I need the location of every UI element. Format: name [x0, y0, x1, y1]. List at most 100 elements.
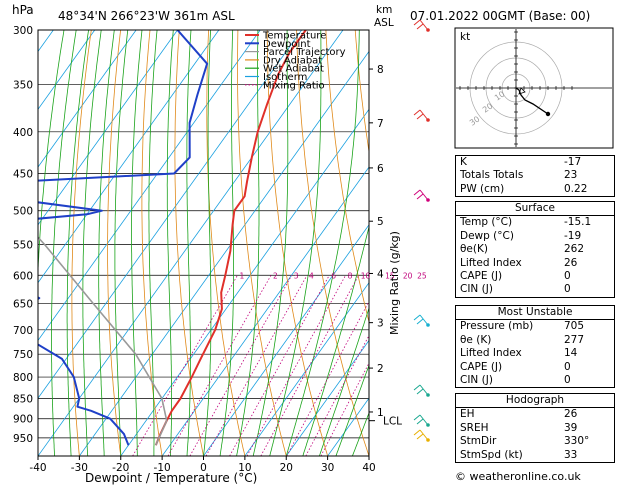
- wet-adiabat-line: [114, 30, 129, 456]
- mixing-ratio-line: [167, 275, 272, 456]
- surface-label: Lifted Index: [460, 256, 522, 269]
- isotherm-line: [38, 30, 178, 226]
- isotherm-line: [203, 224, 369, 456]
- hodograph-row: StmDir 330°: [456, 435, 614, 448]
- most-unstable-label: θe (K): [460, 333, 492, 346]
- wet-adiabat-line: [203, 30, 212, 456]
- plot-frame: [37, 29, 370, 457]
- most-unstable-row: CIN (J) 0: [456, 374, 614, 387]
- km-label: km: [376, 4, 392, 16]
- wet-adiabat-line: [236, 30, 260, 456]
- legend-label: Wet Adiabat: [263, 64, 324, 75]
- hodograph-row: StmSpd (kt) 33: [456, 449, 614, 462]
- wind-barb-flag: [413, 429, 421, 436]
- most-unstable-label: Pressure (mb): [460, 320, 534, 333]
- height-tick-label: 6: [377, 163, 384, 175]
- hodograph-panel: Hodograph EH 26 SREH 39 StmDir 330° StmSpd (kt…: [455, 393, 615, 464]
- pressure-tick-label: 750: [13, 349, 33, 361]
- isotherm-line: [38, 30, 137, 168]
- wind-barb-dot: [426, 198, 430, 202]
- dry-adiabat-line: [237, 30, 287, 456]
- wind-barb-flag: [413, 189, 421, 196]
- most-unstable-row: Lifted Index 14: [456, 347, 614, 360]
- hodograph-trace: [515, 87, 549, 115]
- wind-barb-flag: [416, 433, 424, 440]
- wind-barb-dot: [426, 393, 430, 397]
- dry-adiabat-line: [206, 30, 246, 456]
- hodograph-endpoint: [545, 111, 551, 117]
- wet-adiabat-line: [66, 30, 89, 456]
- pressure-tick-label: 500: [13, 206, 33, 218]
- mixing-ratio-line: [189, 275, 293, 456]
- surface-value: -15.1: [564, 216, 592, 229]
- pressure-tick-label: 900: [13, 414, 33, 426]
- mixing-ratio-label: 6: [331, 271, 336, 280]
- wind-barb-flag: [416, 418, 424, 425]
- isotherm-line: [285, 339, 369, 456]
- most-unstable-value: 14: [564, 347, 578, 360]
- mixing-ratio-label: 10: [361, 271, 371, 280]
- wet-adiabat-line: [82, 30, 102, 456]
- most-unstable-label: CIN (J): [460, 374, 493, 387]
- wet-adiabat-line: [166, 30, 174, 456]
- mixing-ratio-line: [286, 300, 369, 456]
- wind-barb: [419, 384, 429, 396]
- surface-label: Dewp (°C): [460, 229, 514, 242]
- pressure-tick-label: 700: [13, 325, 33, 337]
- x-axis-label: Dewpoint / Temperature (°C): [85, 471, 257, 485]
- isotherm-line: [38, 30, 220, 284]
- pressure-tick-label: 950: [13, 433, 33, 445]
- legend-label: Parcel Trajectory: [263, 47, 346, 58]
- surface-label: θe(K): [460, 243, 488, 256]
- hodograph-value: 39: [564, 421, 578, 434]
- pressure-tick-label: 800: [13, 372, 33, 384]
- dewpoint-line: [38, 30, 209, 446]
- mixing-ratio-line: [260, 275, 360, 456]
- surface-label: CAPE (J): [460, 270, 503, 283]
- surface-value: 0: [564, 283, 571, 296]
- wind-barb-flag: [413, 384, 421, 391]
- location-title: 48°34'N 266°23'W 361m ASL: [58, 9, 235, 23]
- index-label: K: [460, 156, 467, 168]
- index-row: K -17: [456, 156, 614, 169]
- wet-adiabat-line: [186, 30, 192, 456]
- mixing-ratio-label: 4: [309, 271, 314, 280]
- height-tick-label: 8: [377, 64, 384, 76]
- wet-adiabat-line: [302, 224, 369, 456]
- pressure-tick-label: 400: [13, 127, 33, 139]
- isotherm-line: [38, 30, 302, 399]
- index-value: 0.22: [564, 182, 588, 195]
- legend-label: Dewpoint: [263, 39, 311, 50]
- wind-barb-flag: [413, 109, 421, 116]
- wet-adiabat-line: [38, 30, 65, 456]
- mixing-ratio-label: 8: [348, 271, 353, 280]
- parcel-trajectory-line: [38, 236, 168, 446]
- mixing-ratio-line: [132, 275, 238, 456]
- surface-title: Surface: [514, 202, 555, 214]
- hodograph-label: EH: [460, 408, 475, 421]
- dry-adiabat-line: [354, 30, 369, 155]
- surface-row: Temp (°C) -15.1: [456, 216, 614, 229]
- most-unstable-value: 0: [564, 374, 571, 387]
- wet-adiabat-line: [148, 30, 158, 456]
- surface-row: θe(K) 262: [456, 243, 614, 256]
- most-unstable-value: 277: [564, 333, 585, 346]
- most-unstable-label: CAPE (J): [460, 360, 503, 373]
- surface-panel: Surface Temp (°C) -15.1 Dewp (°C) -19 θe(K) 2…: [455, 201, 615, 298]
- hodograph-row: SREH 39: [456, 422, 614, 435]
- mixing-ratio-line: [320, 362, 369, 456]
- wind-barb-dot: [426, 438, 430, 442]
- pressure-tick-label: 450: [13, 168, 33, 180]
- legend-label: Temperature: [262, 31, 326, 42]
- surface-value: -19: [564, 229, 582, 242]
- axes: 3003504004505005506006507007508008509009…: [13, 25, 427, 474]
- index-row: PW (cm) 0.22: [456, 183, 614, 196]
- most-unstable-row: θe (K) 277: [456, 334, 614, 347]
- mixing-ratio-label: 15: [385, 271, 395, 280]
- dry-adiabat-line: [141, 30, 163, 456]
- hodograph-label: StmDir: [460, 435, 497, 448]
- wind-barb-dot: [426, 323, 430, 327]
- x-tick-label: -30: [71, 462, 88, 474]
